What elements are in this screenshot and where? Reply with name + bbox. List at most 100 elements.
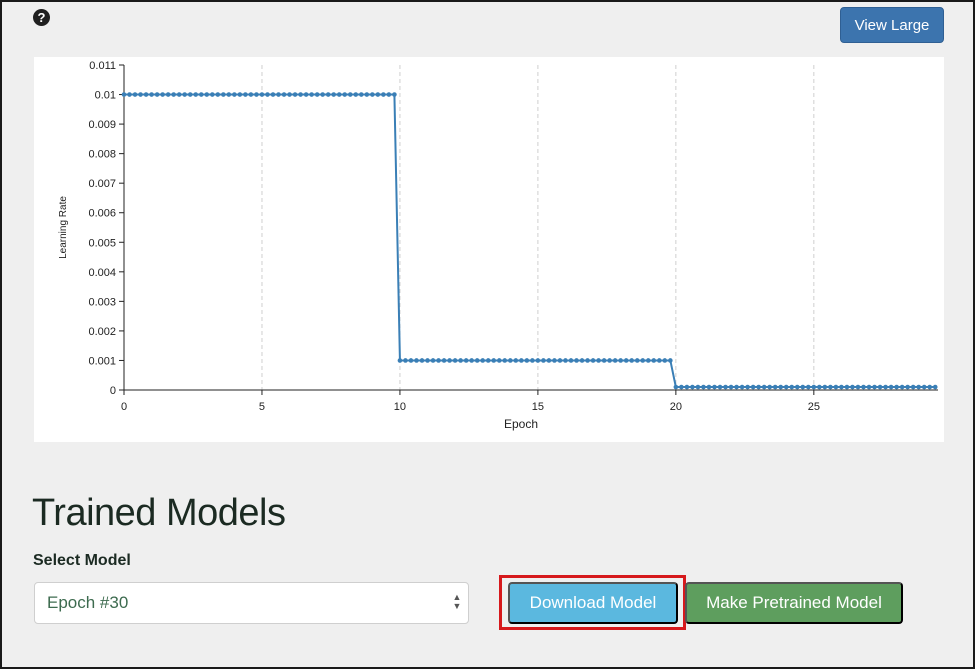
data-point-142 <box>905 384 910 390</box>
data-point-127 <box>822 384 828 390</box>
learning-rate-chart: 0 0.001 0.002 0.003 0.004 0.005 0.006 0.007 0.00… <box>34 57 944 442</box>
data-point-34 <box>309 92 314 97</box>
data-point-27 <box>270 92 276 97</box>
help-glyph: ? <box>37 10 46 25</box>
data-point-105 <box>701 384 706 390</box>
y-tick-label-1: 0.001 <box>88 355 116 367</box>
series-line <box>124 93 936 389</box>
data-point-12 <box>187 92 193 97</box>
data-point-50 <box>397 358 403 363</box>
data-point-39 <box>336 92 342 97</box>
data-point-101 <box>679 384 684 390</box>
data-point-87 <box>601 358 607 363</box>
data-point-135 <box>866 384 872 390</box>
y-axis-label: Learning Rate <box>58 196 69 259</box>
data-point-94 <box>640 358 646 363</box>
data-point-4 <box>143 92 149 97</box>
data-point-62 <box>463 358 469 363</box>
chart-svg: 0 0.001 0.002 0.003 0.004 0.005 0.006 0.007 0.00… <box>58 60 938 431</box>
data-point-111 <box>734 384 739 390</box>
data-point-30 <box>287 92 292 97</box>
data-point-96 <box>651 358 657 363</box>
data-point-14 <box>198 92 204 97</box>
data-point-43 <box>359 92 364 97</box>
data-point-129 <box>833 384 839 390</box>
y-tick-label-2: 0.002 <box>88 326 116 338</box>
data-point-52 <box>408 358 414 363</box>
data-point-79 <box>557 358 563 363</box>
data-point-76 <box>541 358 546 363</box>
data-point-45 <box>370 92 375 97</box>
y-tick-label-0: 0 <box>110 385 116 397</box>
y-tick-label-3: 0.003 <box>88 296 116 308</box>
x-tick-label-4: 20 <box>670 401 682 413</box>
y-tick-label-9: 0.009 <box>88 119 116 131</box>
data-point-44 <box>364 92 370 97</box>
data-point-2 <box>132 92 138 97</box>
data-point-86 <box>596 358 601 363</box>
x-tick-label-3: 15 <box>532 401 544 413</box>
data-point-37 <box>325 92 331 97</box>
x-tick-label-5: 25 <box>808 401 820 413</box>
data-point-93 <box>634 358 640 363</box>
data-point-100 <box>673 384 679 390</box>
data-point-78 <box>552 358 557 363</box>
data-point-33 <box>303 92 309 97</box>
model-select-value: Epoch #30 <box>47 593 129 612</box>
data-point-1 <box>127 92 132 97</box>
data-point-67 <box>491 358 497 363</box>
data-point-40 <box>342 92 348 97</box>
data-point-89 <box>612 358 618 363</box>
y-tick-label-4: 0.004 <box>88 267 116 279</box>
data-point-120 <box>783 384 789 390</box>
data-point-8 <box>165 92 171 97</box>
data-point-32 <box>298 92 303 97</box>
data-point-95 <box>645 358 651 363</box>
data-point-56 <box>430 358 436 363</box>
data-point-106 <box>706 384 712 390</box>
data-point-25 <box>259 92 265 97</box>
data-point-5 <box>149 92 154 97</box>
data-point-84 <box>585 358 590 363</box>
data-point-144 <box>916 384 921 390</box>
data-point-104 <box>695 384 701 390</box>
data-point-46 <box>375 92 381 97</box>
data-point-15 <box>204 92 210 97</box>
data-point-121 <box>789 384 795 390</box>
data-point-139 <box>888 384 894 390</box>
x-tick-label-0: 0 <box>121 401 127 413</box>
y-tick-label-8: 0.008 <box>88 149 116 161</box>
data-point-110 <box>728 384 734 390</box>
data-point-72 <box>519 358 524 363</box>
data-point-58 <box>441 358 447 363</box>
data-point-147 <box>932 384 938 390</box>
data-point-141 <box>899 384 905 390</box>
download-model-button[interactable]: Download Model <box>508 582 678 624</box>
data-point-63 <box>469 358 474 363</box>
data-point-55 <box>425 358 430 363</box>
data-point-70 <box>508 358 513 363</box>
data-point-99 <box>668 358 673 363</box>
data-point-10 <box>176 92 182 97</box>
y-tick-label-6: 0.006 <box>88 208 116 220</box>
data-point-26 <box>265 92 270 97</box>
data-point-16 <box>209 92 215 97</box>
data-point-23 <box>248 92 254 97</box>
data-point-17 <box>215 92 221 97</box>
data-point-77 <box>546 358 552 363</box>
question-circle-icon[interactable]: ? <box>33 9 50 26</box>
data-point-24 <box>254 92 259 97</box>
data-point-122 <box>794 384 800 390</box>
download-highlight <box>499 575 686 630</box>
y-tick-label-10: 0.01 <box>95 90 116 102</box>
data-point-143 <box>910 384 916 390</box>
make-pretrained-button[interactable]: Make Pretrained Model <box>685 582 903 624</box>
data-point-126 <box>817 384 822 390</box>
data-point-82 <box>574 358 579 363</box>
model-select[interactable]: Epoch #30 ▲ ▼ <box>34 582 469 624</box>
view-large-button[interactable]: View Large <box>840 7 944 43</box>
data-point-108 <box>717 384 723 390</box>
y-tick-label-11: 0.011 <box>89 60 116 72</box>
select-arrows-icon: ▲ ▼ <box>452 592 462 611</box>
data-point-112 <box>739 384 745 390</box>
